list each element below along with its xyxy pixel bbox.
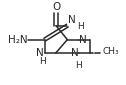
Text: H₂N: H₂N: [8, 35, 27, 45]
Text: H: H: [75, 61, 82, 70]
Text: N: N: [36, 48, 44, 58]
Text: H: H: [77, 22, 84, 31]
Text: H: H: [39, 57, 46, 66]
Text: O: O: [52, 2, 60, 12]
Text: N: N: [68, 15, 76, 25]
Text: CH₃: CH₃: [102, 47, 119, 56]
Text: N: N: [71, 48, 78, 58]
Text: N: N: [79, 35, 87, 45]
